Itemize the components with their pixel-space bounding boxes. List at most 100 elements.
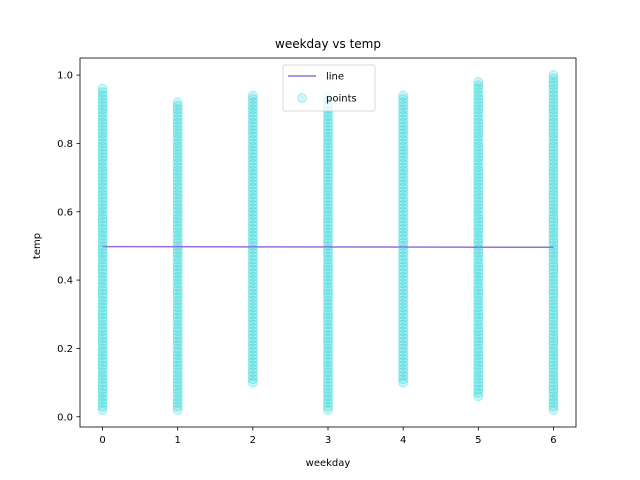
x-axis-label: weekday bbox=[306, 458, 351, 469]
scatter-point bbox=[473, 111, 484, 121]
scatter-point bbox=[548, 346, 559, 357]
scatter-point bbox=[548, 83, 559, 94]
scatter-point bbox=[473, 230, 484, 241]
scatter-point bbox=[548, 141, 559, 152]
scatter-point bbox=[323, 319, 333, 330]
scatter-point bbox=[97, 230, 108, 241]
scatter-point bbox=[247, 210, 258, 221]
scatter-point bbox=[97, 189, 108, 200]
scatter-point bbox=[172, 148, 183, 159]
scatter-point bbox=[398, 121, 409, 132]
scatter-point bbox=[473, 360, 484, 371]
scatter-point bbox=[172, 145, 183, 156]
scatter-point bbox=[97, 292, 108, 303]
scatter-point bbox=[398, 264, 409, 275]
scatter-point bbox=[548, 162, 559, 173]
scatter-point bbox=[247, 193, 258, 203]
scatter-point bbox=[247, 223, 258, 234]
scatter-point bbox=[398, 360, 409, 371]
scatter-point bbox=[548, 104, 559, 115]
scatter-point bbox=[247, 275, 258, 285]
scatter-point bbox=[172, 288, 183, 299]
scatter-point bbox=[172, 203, 183, 214]
scatter-point bbox=[323, 340, 333, 350]
scatter-point bbox=[473, 176, 484, 186]
scatter-point bbox=[548, 135, 559, 145]
scatter-point bbox=[398, 189, 409, 200]
scatter-point bbox=[548, 261, 559, 272]
scatter-point bbox=[473, 278, 484, 289]
scatter-point bbox=[473, 182, 484, 193]
scatter-point bbox=[473, 319, 484, 330]
scatter-point bbox=[473, 114, 484, 125]
scatter-point bbox=[172, 295, 183, 306]
scatter-point bbox=[172, 223, 183, 234]
scatter-point bbox=[97, 193, 108, 203]
scatter-point bbox=[398, 323, 409, 333]
scatter-point bbox=[473, 104, 484, 115]
scatter-point bbox=[247, 288, 258, 299]
scatter-point bbox=[97, 377, 108, 388]
scatter-point bbox=[323, 254, 333, 265]
scatter-point bbox=[172, 213, 183, 224]
scatter-point bbox=[473, 107, 484, 118]
scatter-point bbox=[548, 271, 559, 282]
scatter-point bbox=[247, 343, 258, 354]
scatter-point bbox=[548, 319, 559, 330]
scatter-point bbox=[97, 333, 108, 344]
scatter-point bbox=[398, 350, 409, 361]
scatter-point bbox=[247, 312, 258, 323]
scatter-point bbox=[398, 374, 409, 385]
scatter-point bbox=[172, 350, 183, 361]
scatter-point bbox=[398, 124, 409, 135]
scatter-point bbox=[398, 305, 409, 316]
scatter-point bbox=[473, 323, 484, 333]
scatter-point bbox=[97, 247, 108, 258]
scatter-point bbox=[398, 107, 409, 118]
scatter-point bbox=[473, 90, 484, 101]
scatter-point bbox=[323, 114, 333, 125]
scatter-point bbox=[548, 90, 559, 101]
scatter-point bbox=[323, 152, 333, 162]
scatter-point bbox=[473, 264, 484, 275]
scatter-point bbox=[97, 309, 108, 320]
scatter-point bbox=[172, 367, 183, 378]
scatter-point bbox=[473, 138, 484, 149]
scatter-point bbox=[473, 100, 484, 111]
scatter-point bbox=[398, 230, 409, 241]
scatter-point bbox=[323, 336, 333, 347]
scatter-point bbox=[398, 162, 409, 173]
scatter-point bbox=[548, 312, 559, 323]
scatter-point bbox=[97, 169, 108, 180]
scatter-point bbox=[473, 285, 484, 296]
scatter-point bbox=[548, 285, 559, 296]
x-tick-label: 0 bbox=[99, 435, 105, 446]
scatter-point bbox=[398, 196, 409, 207]
scatter-point bbox=[398, 295, 409, 306]
scatter-point bbox=[247, 241, 258, 251]
scatter-point bbox=[548, 398, 559, 408]
scatter-point bbox=[97, 159, 108, 169]
scatter-point bbox=[548, 70, 559, 80]
scatter-point bbox=[247, 323, 258, 333]
scatter-point bbox=[172, 258, 183, 268]
scatter-point bbox=[398, 165, 409, 176]
scatter-point bbox=[247, 374, 258, 385]
y-tick-label: 0.6 bbox=[57, 207, 73, 218]
scatter-point bbox=[172, 200, 183, 210]
scatter-point bbox=[398, 271, 409, 282]
scatter-point bbox=[473, 189, 484, 200]
scatter-point bbox=[323, 220, 333, 231]
scatter-point bbox=[97, 223, 108, 234]
scatter-point bbox=[247, 220, 258, 231]
scatter-point bbox=[247, 107, 258, 118]
scatter-point bbox=[247, 179, 258, 190]
scatter-point bbox=[323, 353, 333, 364]
scatter-point bbox=[548, 357, 559, 367]
scatter-point bbox=[473, 353, 484, 364]
scatter-point bbox=[398, 141, 409, 152]
scatter-point bbox=[247, 145, 258, 156]
scatter-point bbox=[323, 162, 333, 173]
scatter-point bbox=[548, 282, 559, 292]
scatter-point bbox=[398, 340, 409, 350]
